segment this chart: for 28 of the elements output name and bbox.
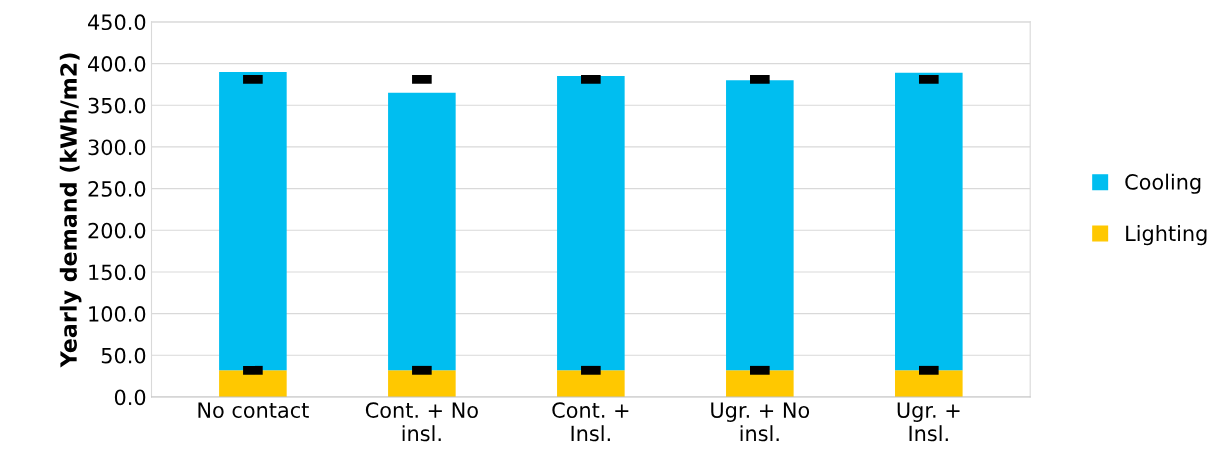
bar xyxy=(895,370,963,397)
y-tick-label: 450.0 xyxy=(88,14,146,31)
bar xyxy=(726,370,794,397)
y-tick-label: 100.0 xyxy=(89,306,146,322)
bar xyxy=(219,370,287,397)
y-tick-label: 350.0 xyxy=(88,97,146,114)
bar xyxy=(557,370,625,397)
x-tick-label: Ugr. + Insl. xyxy=(897,402,960,442)
legend-label: Lighting xyxy=(1126,225,1207,246)
x-tick-label: Ugr. + No insl. xyxy=(711,402,810,442)
y-tick-label: 200.0 xyxy=(88,222,146,239)
bar xyxy=(219,71,287,371)
y-tick-label: 400.0 xyxy=(88,56,146,72)
y-tick-label: 300.0 xyxy=(88,139,146,156)
bar xyxy=(726,80,794,371)
y-tick-label: 0.0 xyxy=(114,389,146,406)
legend-label: Cooling xyxy=(1125,173,1201,194)
bar xyxy=(388,92,456,371)
y-tick-label: 50.0 xyxy=(101,347,146,364)
bar xyxy=(895,72,963,371)
bar xyxy=(388,370,456,397)
y-tick-label: 150.0 xyxy=(89,264,146,281)
x-tick-label: Cont. + No insl. xyxy=(365,402,478,442)
y-axis-title: Yearly demand (kWh/m2) xyxy=(59,53,82,368)
x-tick-label: No contact xyxy=(198,402,309,418)
y-tick-label: 250.0 xyxy=(88,181,146,197)
x-tick-label: Cont. + Insl. xyxy=(552,402,629,442)
bar xyxy=(557,76,625,371)
